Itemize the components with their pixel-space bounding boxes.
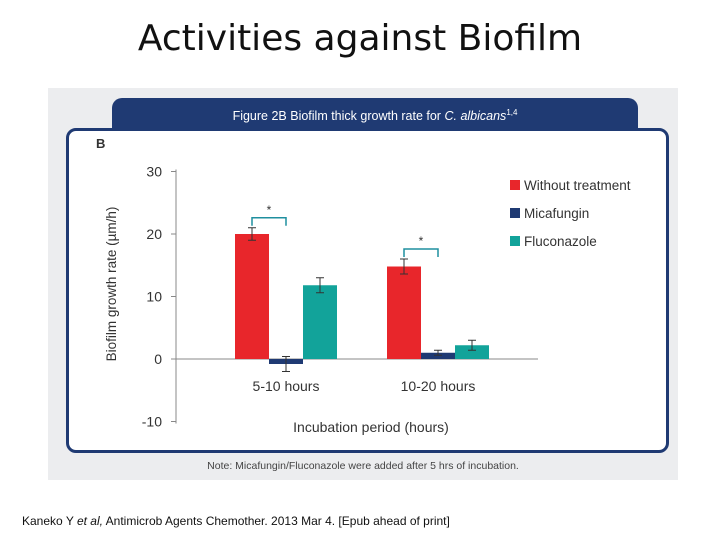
figure-frame <box>66 128 669 453</box>
bar <box>421 352 455 359</box>
y-tick-label: 0 <box>154 351 162 367</box>
legend-swatch <box>510 180 520 190</box>
bar-chart: B 30 20 10 0 -10 Biofilm growth rate (µm/h) Inc… <box>96 136 631 435</box>
citation-author: Kaneko Y <box>22 514 74 528</box>
citation-rest: Antimicrob Agents Chemother. 2013 Mar 4.… <box>105 514 450 528</box>
y-tick-label: 30 <box>146 164 162 180</box>
y-axis-label: Biofilm growth rate (µm/h) <box>104 207 119 362</box>
significance-marker: * <box>267 203 272 217</box>
y-tick-label: 20 <box>146 226 162 242</box>
y-tick-label: 10 <box>146 289 162 305</box>
x-tick-label: 10-20 hours <box>401 378 476 394</box>
bar <box>235 234 269 359</box>
figure-header: Figure 2B Biofilm thick growth rate for … <box>112 98 638 128</box>
x-tick-label: 5-10 hours <box>253 378 320 394</box>
bar <box>387 266 421 359</box>
figure-panel: Figure 2B Biofilm thick growth rate for … <box>48 88 678 480</box>
significance-bracket <box>403 248 439 257</box>
citation: Kaneko Y et al, Antimicrob Agents Chemot… <box>22 514 450 528</box>
figure-header-text: Figure 2B Biofilm thick growth rate for <box>232 109 441 124</box>
legend-label: Fluconazole <box>524 234 597 249</box>
bar <box>455 345 489 359</box>
citation-etal: et al, <box>76 514 103 528</box>
panel-label: B <box>96 136 105 151</box>
bar <box>303 285 337 359</box>
legend-swatch <box>510 208 520 218</box>
figure-header-refs: 1,4 <box>506 108 518 117</box>
legend-label: Without treatment <box>524 178 631 193</box>
slide-title: Activities against Biofilm <box>137 18 583 59</box>
y-tick-label: -10 <box>142 414 162 430</box>
figure-note: Note: Micafungin/Fluconazole were added … <box>207 460 519 472</box>
legend-label: Micafungin <box>524 206 589 221</box>
x-axis-label: Incubation period (hours) <box>293 419 449 435</box>
figure-header-species: C. albicans <box>444 109 507 124</box>
significance-marker: * <box>419 234 424 248</box>
legend-swatch <box>510 236 520 246</box>
significance-bracket <box>251 217 287 226</box>
